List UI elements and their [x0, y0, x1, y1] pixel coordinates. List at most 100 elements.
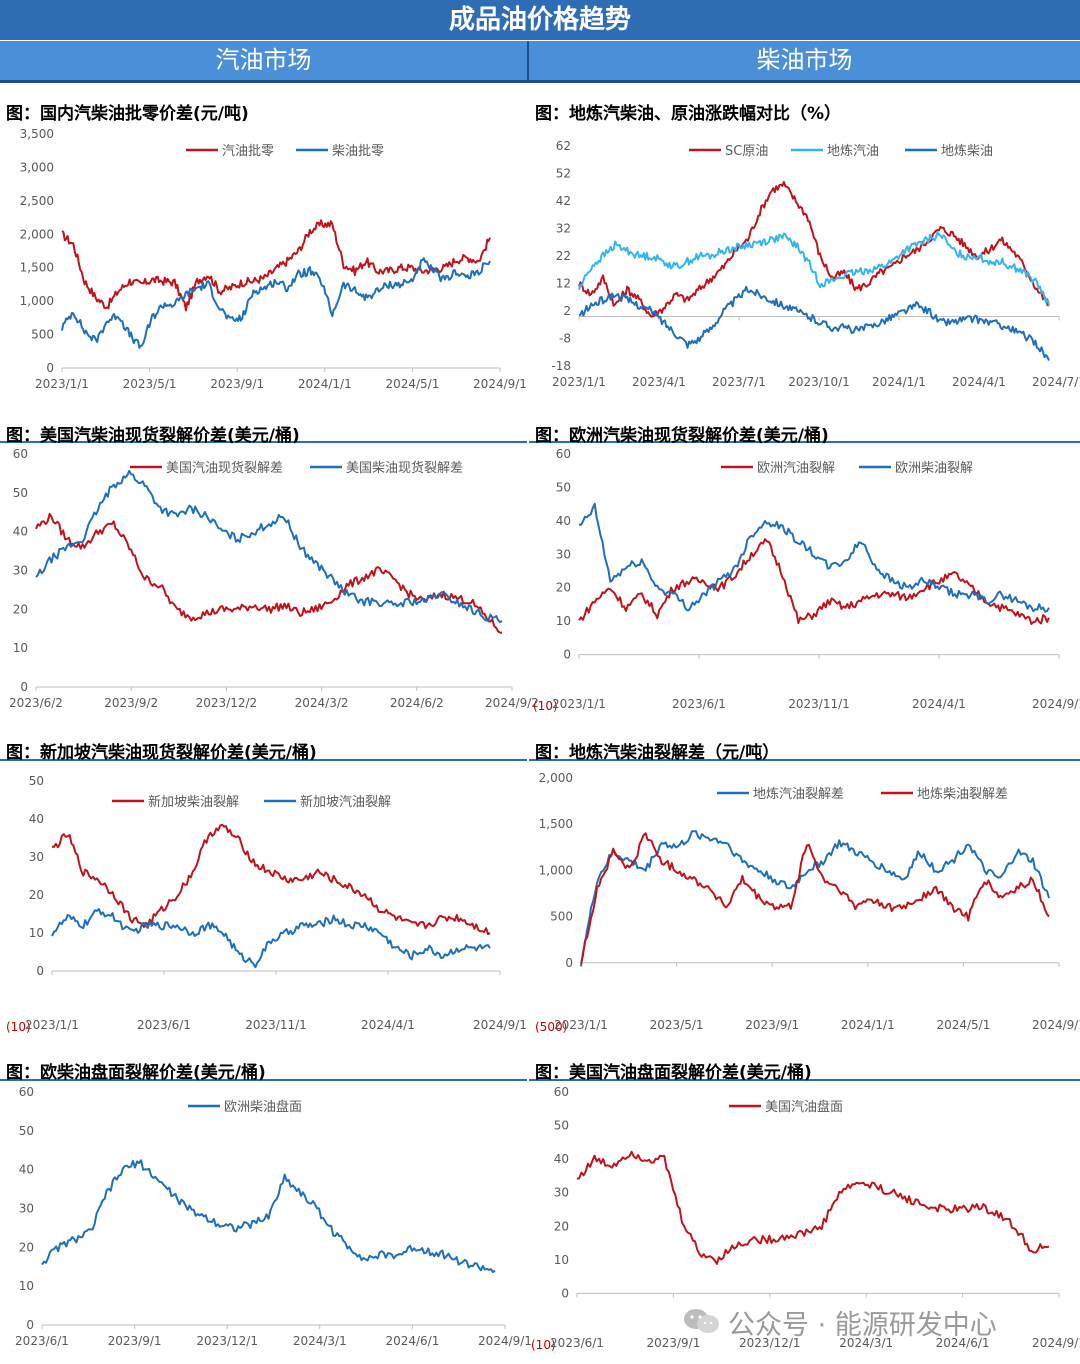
chart-local-crack: 2,000 1,500 1,000 500 0 (500)2023/1/1 2023/5/1… — [535, 771, 1080, 1034]
chart-eu-diesel-futures: 60 50 40 30 20 10 0 2023/6/1 2023/9/1 2023/12/1 20… — [15, 1085, 532, 1348]
y-tick-label: 0 — [565, 956, 573, 970]
legend-label: 美国汽油盘面 — [765, 1099, 843, 1115]
x-tick-label: 2024/1/1 — [872, 375, 926, 389]
header-divider — [527, 41, 529, 83]
x-tick-label: 2023/1/1 — [25, 1018, 79, 1032]
y-tick-label: 30 — [19, 1202, 34, 1216]
legend-label: 地炼汽油裂解差 — [753, 787, 844, 802]
chart-eu-crack: 60 50 40 30 20 10 0 (10)2023/1/1 2023/6/1 2023/11… — [533, 447, 1080, 713]
y-tick-label: 10 — [556, 614, 571, 628]
y-tick-label: 20 — [19, 1240, 34, 1254]
x-tick-label: 2023/7/1 — [712, 375, 766, 389]
chart-title-eu-crack: 图：欧洲汽柴油现货裂解价差(美元/桶) — [535, 426, 829, 446]
x-tick-label: 2024/9/1 — [1032, 697, 1080, 711]
x-tick-label: 2023/12/2 — [196, 696, 258, 710]
series-line-c1-1 — [61, 257, 491, 349]
series-line-c3-0 — [35, 512, 503, 634]
y-tick-label: 500 — [550, 910, 573, 924]
section-divider — [529, 1079, 1080, 1081]
wechat-icon — [684, 1309, 719, 1333]
x-tick-label: 2023/11/1 — [245, 1018, 307, 1032]
y-tick-label: 60 — [556, 447, 571, 461]
x-tick-label: 2023/12/1 — [196, 1334, 258, 1348]
legend-label: 欧洲柴油盘面 — [224, 1099, 302, 1115]
y-tick-label: 50 — [29, 774, 44, 788]
series-line-c2-2 — [578, 285, 1050, 361]
y-tick-label: 42 — [556, 194, 571, 208]
y-tick-label: 0 — [561, 1286, 569, 1300]
y-tick-label: 30 — [13, 564, 28, 578]
y-tick-label: 10 — [554, 1253, 569, 1267]
y-tick-label: 3,500 — [20, 127, 54, 141]
y-tick-label: 40 — [19, 1163, 34, 1177]
series-line-c2-1 — [578, 231, 1050, 306]
x-tick-label: 2023/11/1 — [788, 697, 850, 711]
y-tick-label: 30 — [554, 1186, 569, 1200]
x-tick-label: 2023/9/2 — [104, 696, 158, 710]
x-tick-label: 2024/9/1 — [1032, 1336, 1080, 1350]
x-tick-label: 2023/9/1 — [210, 377, 264, 391]
x-tick-label: 2023/6/1 — [137, 1018, 191, 1032]
series-line-c5-1 — [51, 908, 491, 969]
x-tick-label: 2023/5/1 — [123, 377, 177, 391]
x-tick-label: 2024/9/1 — [478, 1334, 532, 1348]
y-tick-label: 52 — [556, 167, 571, 181]
y-tick-label: -8 — [559, 332, 571, 346]
x-tick-label: 2024/7/1 — [1032, 375, 1080, 389]
y-tick-label: 2,500 — [20, 194, 54, 208]
x-tick-label: 2024/3/1 — [839, 1336, 893, 1350]
y-tick-label: 50 — [556, 480, 571, 494]
tab-gasoline-market: 汽油市场 — [0, 41, 527, 83]
y-tick-label: 0 — [20, 680, 28, 694]
series-line-c4-1 — [578, 502, 1050, 613]
y-tick-label: 0 — [46, 361, 54, 375]
y-tick-label: 40 — [29, 812, 44, 826]
legend-label: 美国柴油现货裂解差 — [346, 460, 463, 476]
x-tick-label: 2023/1/1 — [554, 1018, 608, 1032]
x-tick-label: 2024/4/1 — [952, 375, 1006, 389]
x-tick-label: 2023/10/1 — [788, 375, 850, 389]
x-tick-label: 2023/1/1 — [552, 375, 606, 389]
chart-sg-crack: 50 40 30 20 10 0 (10)2023/1/1 2023/6/1 2023/11/1… — [6, 774, 527, 1034]
chart-domestic-spread: 3,500 3,000 2,500 2,000 1,500 1,000 500 0 2023/1… — [20, 127, 527, 391]
section-divider — [0, 759, 527, 761]
y-tick-label: 50 — [13, 486, 28, 500]
y-tick-label: 60 — [13, 447, 28, 461]
y-tick-label: 0 — [563, 648, 571, 662]
y-tick-label: 30 — [556, 547, 571, 561]
y-tick-label: 50 — [19, 1124, 34, 1138]
series-line-c6-1 — [580, 832, 1050, 965]
y-tick-label: 60 — [554, 1085, 569, 1099]
section-divider — [529, 441, 1080, 443]
x-tick-label: 2024/1/1 — [841, 1018, 895, 1032]
x-tick-label: 2023/9/1 — [646, 1336, 700, 1350]
x-tick-label: 2024/3/1 — [293, 1334, 347, 1348]
series-line-c1-0 — [61, 219, 491, 312]
section-divider — [529, 759, 1080, 761]
chart-title-us-gasoline-futures: 图：美国汽油盘面裂解价差(美元/桶) — [535, 1063, 812, 1083]
y-tick-label: -18 — [551, 359, 571, 373]
x-tick-label: 2023/6/1 — [15, 1334, 69, 1348]
chart-title-local-crack: 图：地炼汽柴油裂解差（元/吨） — [535, 743, 780, 763]
y-tick-label: 60 — [19, 1085, 34, 1099]
y-tick-label: 2 — [563, 304, 571, 318]
series-line-c8-0 — [576, 1150, 1050, 1265]
x-tick-label: 2024/9/1 — [473, 377, 527, 391]
y-tick-label: 1,000 — [20, 294, 54, 308]
y-tick-label: 1,500 — [539, 817, 573, 831]
x-tick-label: 2024/5/1 — [385, 377, 439, 391]
y-tick-label: 10 — [13, 641, 28, 655]
legend-label: 地炼柴油裂解差 — [917, 787, 1008, 802]
series-line-c6-0 — [580, 830, 1050, 967]
x-tick-label: 2023/4/1 — [632, 375, 686, 389]
y-tick-label: (500) — [535, 1020, 567, 1034]
legend-label: 欧洲汽油裂解 — [757, 461, 835, 476]
x-tick-label: 2023/1/1 — [552, 697, 606, 711]
x-tick-label: 2023/6/1 — [550, 1336, 604, 1350]
x-tick-label: 2024/4/1 — [361, 1018, 415, 1032]
y-tick-label: 20 — [554, 1219, 569, 1233]
y-tick-label: 12 — [556, 277, 571, 291]
y-tick-label: 0 — [26, 1318, 34, 1332]
y-tick-label: 20 — [556, 581, 571, 595]
section-divider — [0, 1079, 527, 1081]
